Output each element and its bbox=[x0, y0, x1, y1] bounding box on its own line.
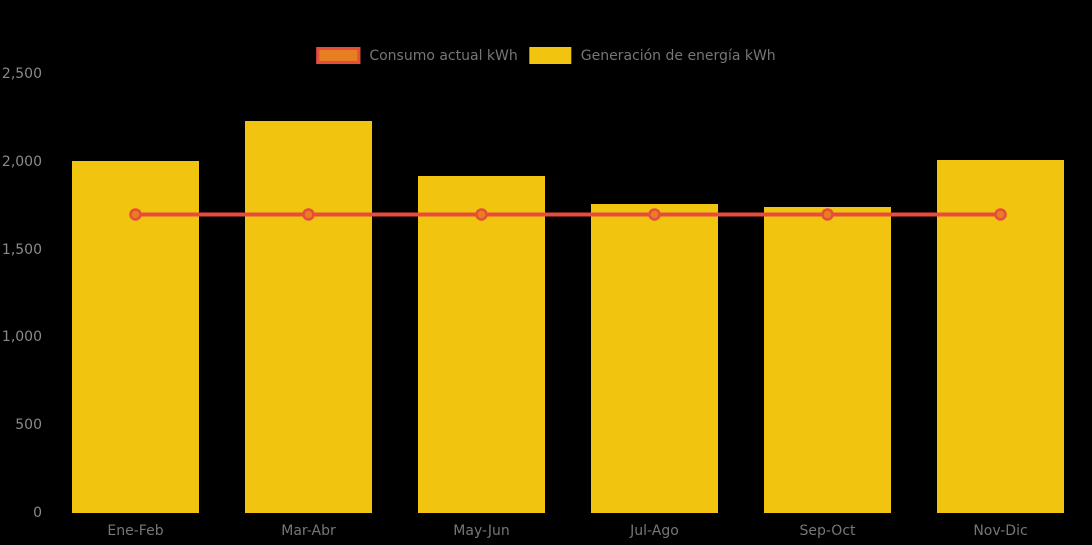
chart-legend: Consumo actual kWh Generación de energía… bbox=[316, 47, 776, 64]
x-axis-label-mar-abr: Mar-Abr bbox=[281, 523, 336, 539]
y-axis-tick-label: 1,500 bbox=[1, 241, 42, 258]
y-axis-tick-label: 1,000 bbox=[1, 329, 42, 346]
bar-series-swatch-icon bbox=[529, 47, 572, 64]
line-marker-nov-dic bbox=[994, 208, 1007, 221]
legend-item-generacion[interactable]: Generación de energía kWh bbox=[529, 47, 776, 64]
bar-sep-oct bbox=[764, 206, 891, 513]
legend-label-consumo: Consumo actual kWh bbox=[369, 47, 518, 64]
x-axis-label-nov-dic: Nov-Dic bbox=[973, 523, 1028, 539]
bar-jul-ago bbox=[591, 203, 718, 513]
bar-may-jun bbox=[418, 175, 545, 513]
legend-item-consumo[interactable]: Consumo actual kWh bbox=[316, 47, 518, 64]
y-axis-tick-label: 500 bbox=[15, 417, 42, 434]
bar-mar-abr bbox=[245, 120, 372, 513]
plot-area bbox=[49, 74, 1087, 513]
x-axis-label-may-jun: May-Jun bbox=[453, 523, 510, 539]
line-marker-jul-ago bbox=[648, 208, 661, 221]
line-marker-may-jun bbox=[475, 208, 488, 221]
x-axis-label-jul-ago: Jul-Ago bbox=[630, 523, 679, 539]
y-axis-tick-label: 2,500 bbox=[1, 66, 42, 82]
consumption-line-layer bbox=[129, 208, 1007, 221]
x-axis-label-ene-feb: Ene-Feb bbox=[107, 523, 164, 539]
line-series-swatch-icon bbox=[316, 47, 361, 64]
line-marker-mar-abr bbox=[302, 208, 315, 221]
y-axis-tick-label: 2,000 bbox=[1, 153, 42, 170]
line-marker-ene-feb bbox=[129, 208, 142, 221]
y-axis-tick-label: 0 bbox=[33, 505, 42, 521]
x-axis-label-sep-oct: Sep-Oct bbox=[799, 523, 856, 539]
line-marker-sep-oct bbox=[821, 208, 834, 221]
legend-label-generacion: Generación de energía kWh bbox=[580, 47, 776, 64]
